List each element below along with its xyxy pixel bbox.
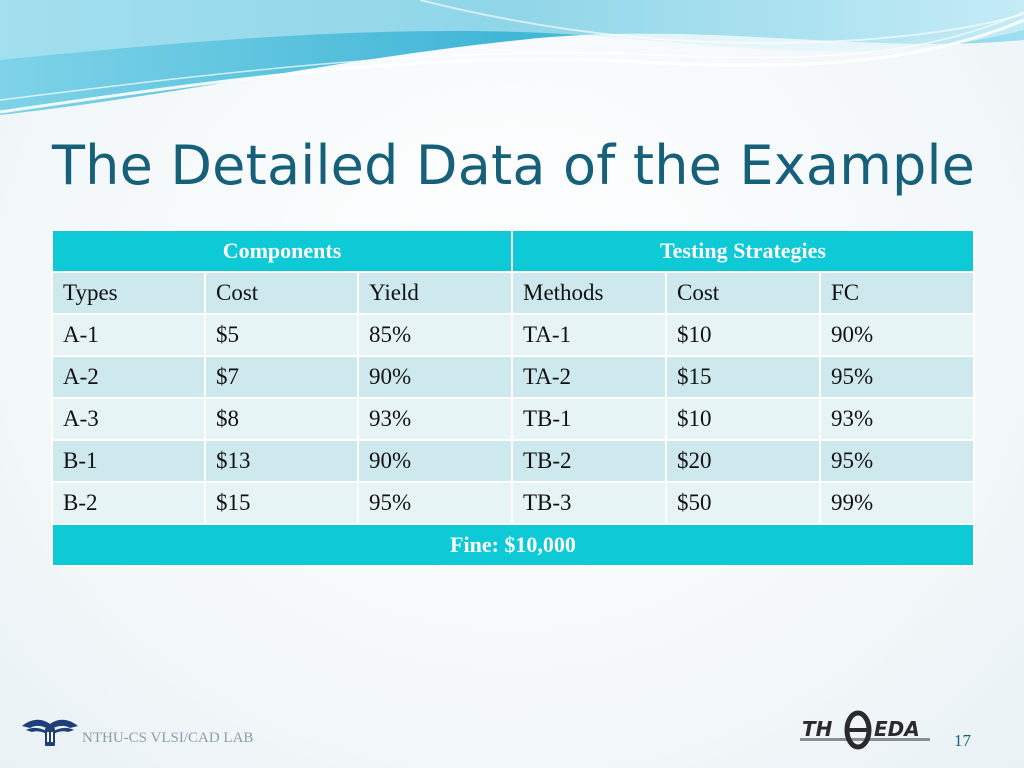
data-table: Components Testing Strategies Types Cost… [51,229,975,567]
table-cell: TB-1 [511,397,667,441]
table-cell: TB-3 [511,481,667,525]
table-cell: $15 [204,481,359,525]
table-cell: $10 [665,397,821,441]
table-cell: A-2 [51,355,206,399]
svg-text:EDA: EDA [874,717,920,741]
page-number: 17 [954,731,971,750]
table-row: B-2 $15 95% TB-3 $50 99% [51,481,975,525]
table-cell: $5 [204,313,359,357]
table-cell: $15 [665,355,821,399]
group-header-components: Components [51,229,513,273]
table-cell: $20 [665,439,821,483]
table-cell: 85% [357,313,513,357]
table-cell: TA-2 [511,355,667,399]
footer-lab-name: NTHU-CS VLSI/CAD LAB [82,730,254,746]
table-cell: TA-1 [511,313,667,357]
table-cell: $50 [665,481,821,525]
table-cell: 93% [357,397,513,441]
table-cell: 99% [819,481,975,525]
column-header-row: Types Cost Yield Methods Cost FC [51,271,975,315]
table-cell: B-1 [51,439,206,483]
column-header-types: Types [51,271,206,315]
column-header-yield: Yield [357,271,513,315]
table-cell: $10 [665,313,821,357]
table-row: B-1 $13 90% TB-2 $20 95% [51,439,975,483]
table-cell: TB-2 [511,439,667,483]
table-cell: 93% [819,397,975,441]
table-cell: A-3 [51,397,206,441]
table-cell: $13 [204,439,359,483]
svg-text:TH: TH [802,717,833,741]
group-header-testing-strategies: Testing Strategies [511,229,975,273]
theda-logo-icon: TH EDA [800,710,930,750]
table-cell: $8 [204,397,359,441]
table-cell: A-1 [51,313,206,357]
column-header-methods: Methods [511,271,667,315]
group-header-row: Components Testing Strategies [51,229,975,273]
table-cell: $7 [204,355,359,399]
table-cell: 95% [819,355,975,399]
column-header-fc: FC [819,271,975,315]
table-cell: 90% [357,355,513,399]
column-header-test-cost: Cost [665,271,821,315]
table-cell: 90% [819,313,975,357]
fine-cell: Fine: $10,000 [51,523,975,567]
table-row: A-3 $8 93% TB-1 $10 93% [51,397,975,441]
table-row: A-1 $5 85% TA-1 $10 90% [51,313,975,357]
column-header-cost: Cost [204,271,359,315]
table-row: A-2 $7 90% TA-2 $15 95% [51,355,975,399]
slide-title: The Detailed Data of the Example [52,134,976,197]
decorative-waves [0,0,1024,115]
table-cell: B-2 [51,481,206,525]
fine-row: Fine: $10,000 [51,523,975,567]
nthu-lab-logo-icon [22,719,78,746]
table-cell: 95% [357,481,513,525]
table-cell: 90% [357,439,513,483]
table-cell: 95% [819,439,975,483]
